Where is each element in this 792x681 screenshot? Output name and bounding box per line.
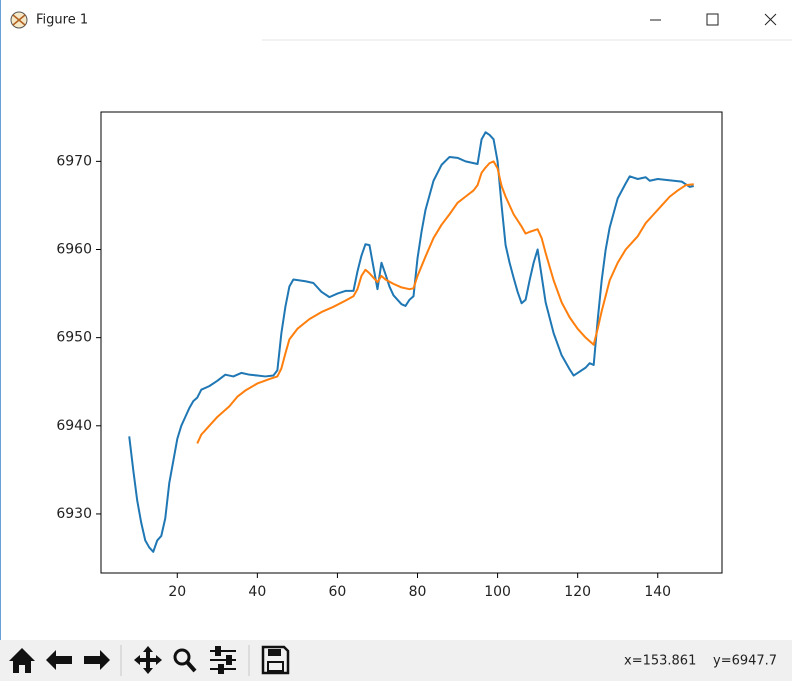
config-knob: [226, 655, 232, 665]
axes-frame: [100, 111, 723, 574]
y-tick-label: 6940: [56, 418, 92, 434]
configure-button[interactable]: [210, 646, 236, 674]
zoom-button[interactable]: [173, 648, 197, 673]
y-tick-label: 6950: [56, 330, 92, 346]
y-tick-label: 6960: [56, 242, 92, 258]
x-tick-label: 120: [564, 584, 591, 600]
home-button[interactable]: [9, 648, 35, 673]
back-button[interactable]: [46, 650, 72, 670]
save-icon-label: [267, 661, 284, 672]
toolbar-bg: [0, 640, 792, 681]
y-tick-label: 6930: [56, 506, 92, 522]
app-icon-glyph: [12, 14, 26, 26]
zoom-icon: [173, 648, 191, 666]
config-knob: [215, 646, 221, 656]
close-button[interactable]: [764, 13, 777, 26]
maximize-button[interactable]: [706, 13, 719, 26]
x-tick-label: 80: [409, 584, 427, 600]
x-tick-label: 100: [484, 584, 511, 600]
save-icon-shutter: [268, 649, 281, 656]
x-tick-label: 40: [248, 584, 266, 600]
save-button[interactable]: [261, 645, 290, 675]
x-tick-label: 60: [329, 584, 347, 600]
zoom-icon-handle: [185, 660, 197, 673]
forward-button[interactable]: [84, 650, 110, 670]
y-tick-label: 6970: [56, 153, 92, 169]
save-icon: [261, 645, 290, 675]
home-icon: [9, 648, 35, 673]
line-series: [128, 131, 694, 553]
window-title: Figure 1: [36, 13, 88, 28]
x-tick-label: 20: [168, 584, 186, 600]
plot: 20 40 60 80 100 120 140 6930 6940 6950 6960 6970: [56, 111, 723, 600]
config-knob: [218, 664, 224, 674]
status-x: x=153.861: [624, 654, 696, 669]
status-y: y=6947.7: [713, 654, 777, 669]
line-series: [196, 160, 694, 444]
pan-button[interactable]: [134, 646, 162, 674]
x-tick-label: 140: [644, 584, 671, 600]
title-bar: Figure 1: [10, 11, 792, 41]
toolbar: x=153.861 y=6947.7: [0, 640, 792, 681]
